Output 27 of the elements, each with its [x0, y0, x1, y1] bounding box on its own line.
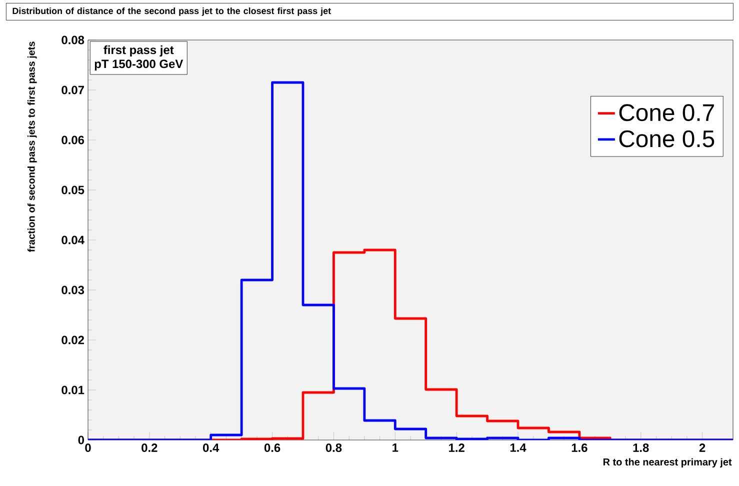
- y-tick-label: 0.01: [62, 386, 84, 394]
- x-tick-label: 0.2: [142, 444, 158, 452]
- y-tick-label: 0.04: [62, 236, 84, 244]
- annotation: first pass jet: [104, 45, 174, 57]
- y-tick-label: 0.07: [62, 86, 84, 94]
- legend-label: Cone 0.5: [619, 130, 714, 148]
- x-tick-label: 1.8: [633, 444, 649, 452]
- y-tick-label: 0.02: [62, 336, 84, 344]
- x-axis-title: R to the nearest primary jet: [603, 458, 732, 468]
- y-tick-label: 0.05: [62, 186, 84, 194]
- x-tick-label: 0.6: [264, 444, 280, 452]
- chart-title: Distribution of distance of the second pass jet to the closest first pass jet: [12, 8, 331, 16]
- y-tick-label: 0.08: [62, 36, 84, 44]
- y-axis-title: fraction of second pass jets to first pass jets: [28, 42, 37, 252]
- x-tick-label: 1.6: [572, 444, 588, 452]
- x-tick-label: 1.4: [510, 444, 526, 452]
- x-tick-label: 0.4: [203, 444, 220, 452]
- y-tick-label: 0.03: [62, 286, 84, 294]
- y-tick-label: 0.06: [62, 136, 84, 144]
- annotation: pT 150-300 GeV: [94, 60, 184, 70]
- x-tick-label: 1: [392, 444, 398, 452]
- x-tick-label: 2: [699, 444, 706, 452]
- x-tick-label: 1.2: [449, 444, 464, 452]
- x-tick-label: 0: [85, 444, 91, 452]
- y-tick-label: 0: [78, 436, 84, 444]
- x-tick-label: 0.8: [326, 444, 342, 452]
- legend-label: Cone 0.7: [619, 104, 714, 122]
